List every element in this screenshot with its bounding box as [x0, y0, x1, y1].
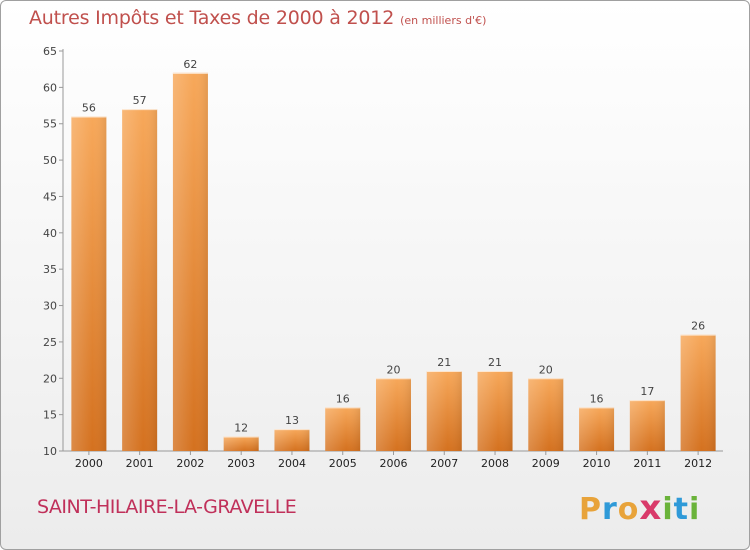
- chart-title-text: Autres Impôts et Taxes de 2000 à 2012: [29, 7, 395, 29]
- proxiti-logo: Proxiti: [579, 488, 700, 528]
- x-tick-label: 2004: [278, 457, 306, 470]
- x-tick-label: 2000: [75, 457, 103, 470]
- x-tick-label: 2003: [227, 457, 255, 470]
- y-tick-label: 10: [43, 445, 57, 458]
- x-tick-label: 2012: [684, 457, 712, 470]
- value-label: 20: [539, 363, 553, 376]
- y-tick-label: 40: [43, 227, 57, 240]
- bar-shading: [274, 429, 310, 451]
- logo-letter: i: [689, 492, 701, 527]
- value-label: 16: [336, 392, 350, 405]
- chart-title: Autres Impôts et Taxes de 2000 à 2012 (en…: [29, 7, 486, 29]
- value-label: 62: [183, 58, 197, 71]
- x-tick-label: 2011: [633, 457, 661, 470]
- value-label: 26: [691, 320, 705, 333]
- value-label: 21: [488, 356, 502, 369]
- bar-shading: [325, 407, 361, 451]
- y-tick-label: 45: [43, 190, 57, 203]
- chart-bars: [71, 72, 716, 452]
- bar-shading: [71, 116, 107, 452]
- value-label: 56: [82, 101, 96, 114]
- bar-shading: [223, 436, 259, 451]
- bar-shading: [528, 378, 564, 451]
- x-tick-label: 2006: [380, 457, 408, 470]
- logo-letter: o: [617, 492, 640, 527]
- y-tick-label: 55: [43, 118, 57, 131]
- value-label: 17: [640, 385, 654, 398]
- logo-letter: P: [579, 492, 602, 527]
- y-tick-label: 30: [43, 300, 57, 313]
- value-label: 12: [234, 421, 248, 434]
- x-tick-label: 2010: [583, 457, 611, 470]
- chart-title-unit: (en milliers d'€): [400, 14, 487, 27]
- x-tick-label: 2002: [176, 457, 204, 470]
- y-tick-label: 15: [43, 409, 57, 422]
- commune-name: SAINT-HILAIRE-LA-GRAVELLE: [37, 496, 297, 518]
- value-label: 20: [387, 363, 401, 376]
- bar-shading: [579, 407, 615, 451]
- logo-letter: t: [673, 492, 689, 527]
- y-tick-label: 25: [43, 336, 57, 349]
- y-tick-label: 65: [43, 45, 57, 58]
- y-tick-label: 35: [43, 263, 57, 276]
- bar-shading: [172, 72, 208, 452]
- value-label: 13: [285, 414, 299, 427]
- x-tick-label: 2009: [532, 457, 560, 470]
- bar-shading: [477, 371, 513, 451]
- logo-letter: r: [602, 492, 618, 527]
- value-label: 21: [437, 356, 451, 369]
- y-tick-label: 50: [43, 154, 57, 167]
- bar-shading: [680, 334, 716, 451]
- y-tick-label: 20: [43, 372, 57, 385]
- y-tick-label: 60: [43, 81, 57, 94]
- x-tick-label: 2005: [329, 457, 357, 470]
- bar-shading: [376, 378, 411, 451]
- bar-shading: [426, 371, 462, 451]
- bar-shading: [629, 400, 665, 451]
- x-tick-label: 2007: [430, 457, 458, 470]
- bar-shading: [122, 109, 158, 451]
- x-tick-label: 2001: [126, 457, 154, 470]
- chart-labels: 56 2000 57 2001 62 2002 12 2003 13 2004 16 2005 20 20…: [75, 58, 712, 470]
- x-tick-label: 2008: [481, 457, 509, 470]
- value-label: 57: [133, 94, 147, 107]
- logo-letter: i: [662, 492, 674, 527]
- value-label: 16: [590, 392, 604, 405]
- logo-letter: x: [639, 488, 663, 528]
